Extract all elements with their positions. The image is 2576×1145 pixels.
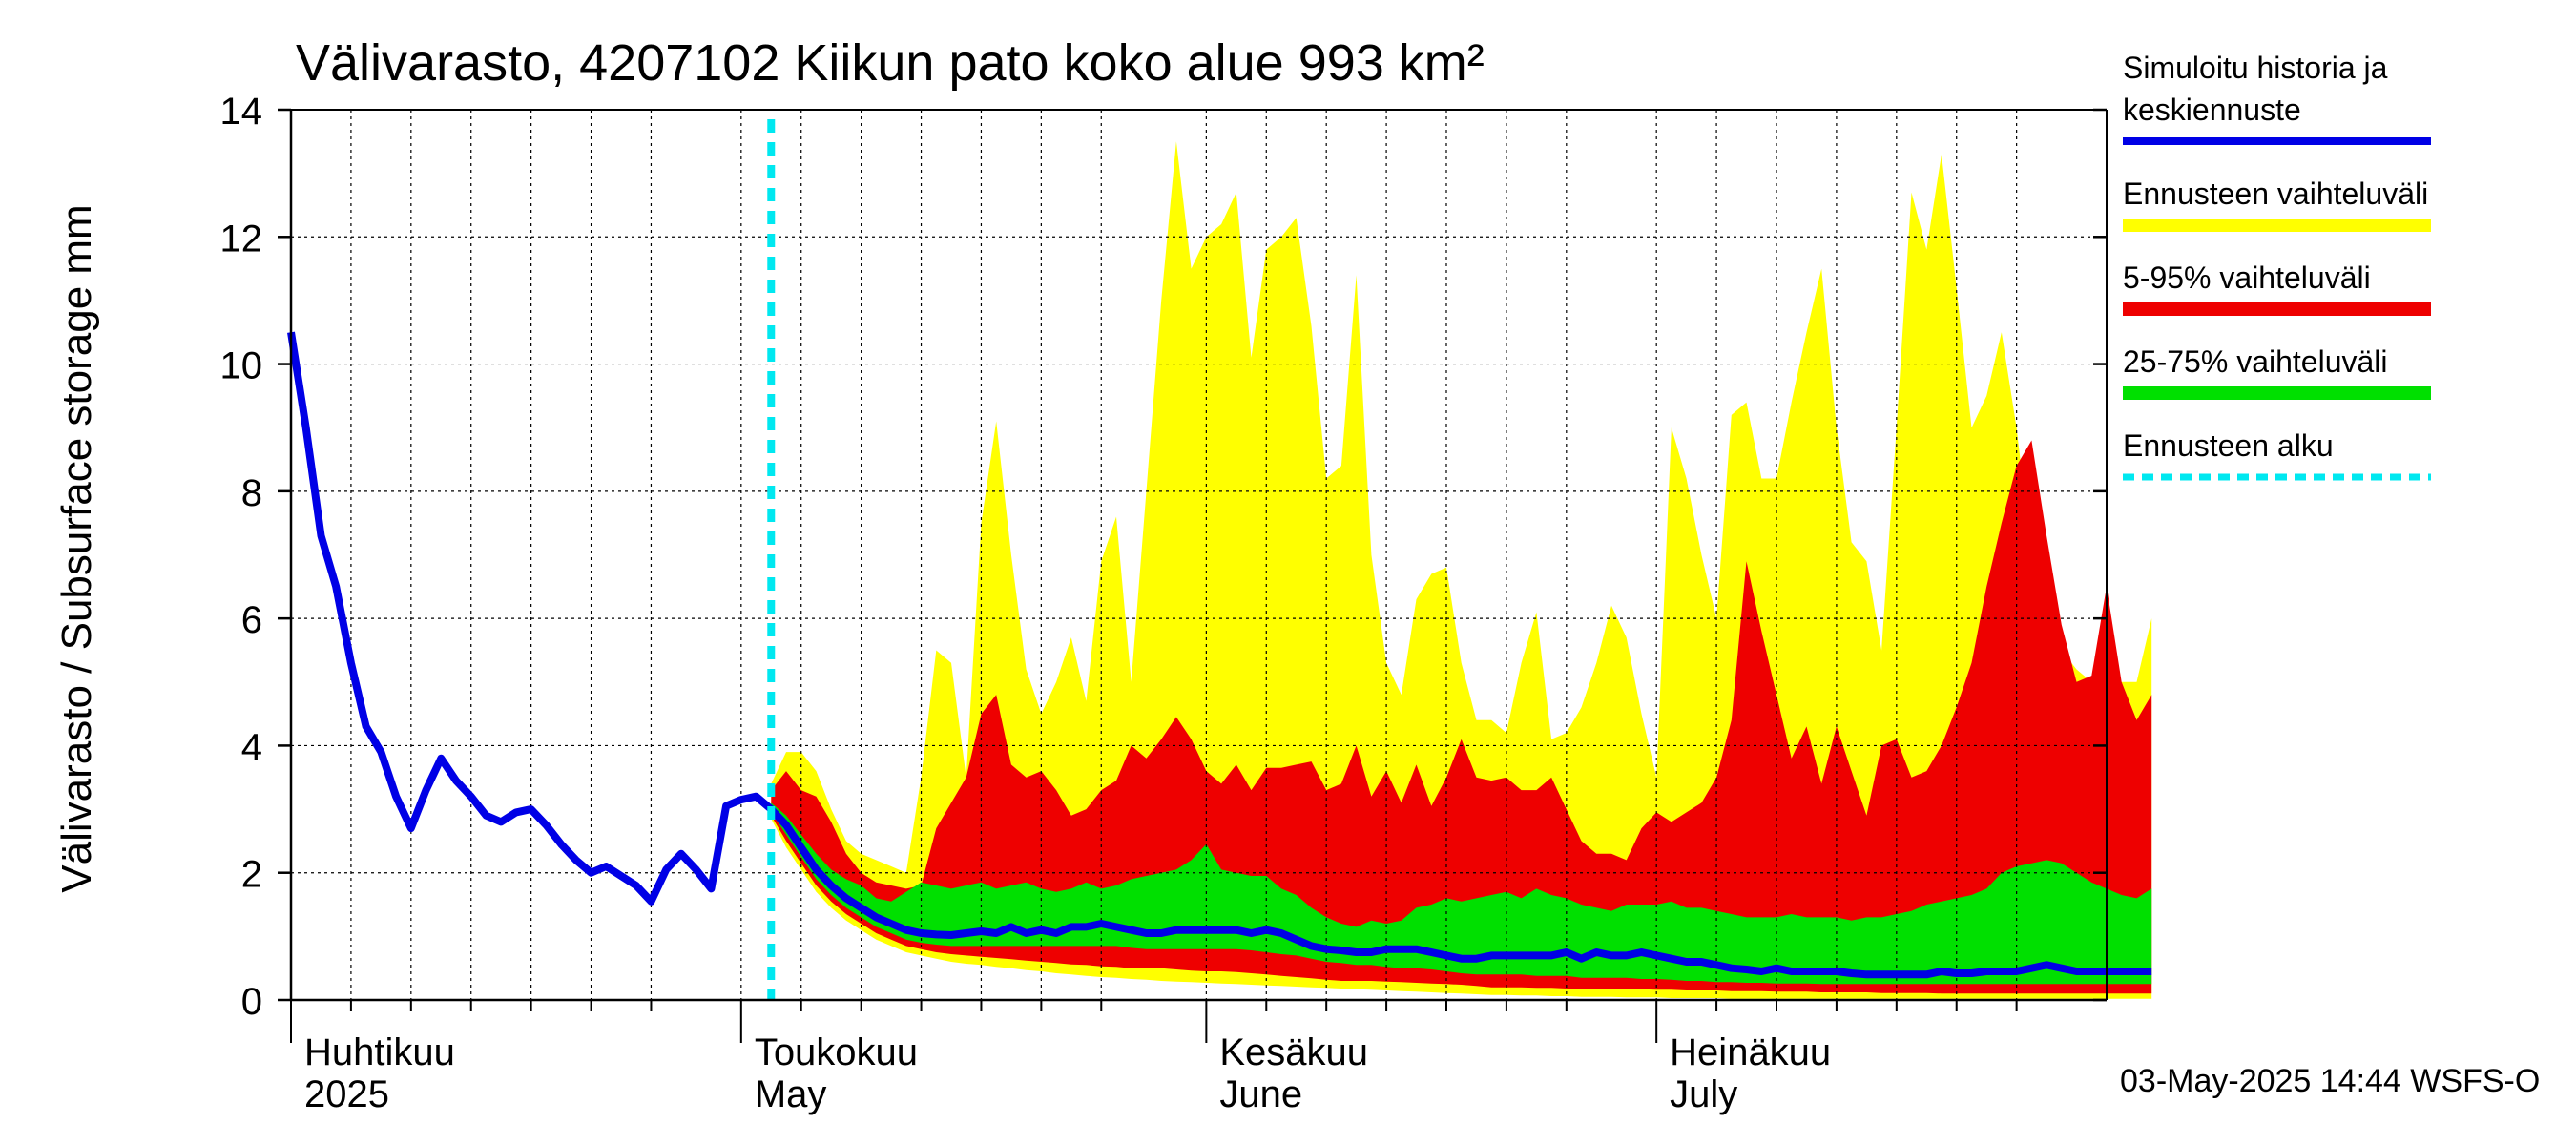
legend-label: 25-75% vaihteluväli xyxy=(2123,344,2388,379)
y-tick-label: 10 xyxy=(220,345,263,387)
y-tick-label: 8 xyxy=(241,472,262,514)
y-tick-label: 14 xyxy=(220,91,263,133)
x-month-label: Huhtikuu xyxy=(304,1031,455,1073)
legend: Simuloitu historia ja keskiennuste Ennuste… xyxy=(2123,51,2431,481)
legend-label: Simuloitu historia ja xyxy=(2123,51,2388,85)
history-line xyxy=(287,331,774,906)
x-month-label: Heinäkuu xyxy=(1670,1031,1831,1073)
legend-label: keskiennuste xyxy=(2123,93,2301,127)
x-month-sublabel: May xyxy=(755,1073,827,1115)
y-tick-label: 12 xyxy=(220,218,263,260)
x-month-sublabel: July xyxy=(1670,1073,1737,1115)
x-month-label: Toukokuu xyxy=(755,1031,918,1073)
y-tick-label: 6 xyxy=(241,599,262,641)
x-month-sublabel: June xyxy=(1219,1073,1302,1115)
forecast-median-line xyxy=(768,806,2152,979)
y-axis-label: Välivarasto / Subsurface storage mm xyxy=(53,204,100,892)
footer-timestamp: 03-May-2025 14:44 WSFS-O xyxy=(2120,1063,2540,1099)
forecast-25-75-band xyxy=(771,802,2152,985)
legend-label: 5-95% vaihteluväli xyxy=(2123,260,2371,295)
y-tick-label: 0 xyxy=(241,981,262,1023)
x-month-sublabel: 2025 xyxy=(304,1073,389,1115)
y-tick-label: 4 xyxy=(241,726,262,768)
y-tick-label: 2 xyxy=(241,854,262,896)
x-month-label: Kesäkuu xyxy=(1219,1031,1368,1073)
legend-label: Ennusteen alku xyxy=(2123,428,2334,463)
chart-title: Välivarasto, 4207102 Kiikun pato koko al… xyxy=(296,34,1485,92)
legend-label: Ennusteen vaihteluväli xyxy=(2123,177,2428,211)
forecast-5-95-band xyxy=(771,440,2152,994)
